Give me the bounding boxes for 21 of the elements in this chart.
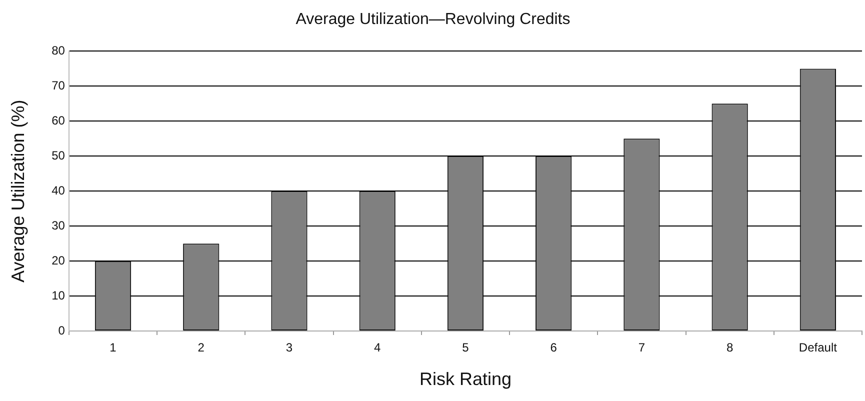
y-tick-label: 80 (52, 44, 66, 58)
x-axis-title: Risk Rating (419, 369, 512, 390)
y-tick-label: 70 (52, 78, 66, 92)
y-tick-label: 40 (52, 183, 66, 198)
x-tick-label: 7 (638, 340, 646, 355)
y-tick-label: 10 (52, 288, 66, 302)
y-tick-label: 0 (58, 323, 66, 338)
x-tick-label: Default (798, 340, 838, 355)
chart-title: Average Utilization—Revolving Credits (296, 11, 570, 28)
y-tick-label: 60 (52, 113, 66, 128)
x-tick-label: 1 (110, 340, 117, 355)
x-tick-label: 4 (374, 340, 382, 355)
x-tick-label: 8 (726, 340, 734, 355)
y-tick-label: 50 (52, 148, 66, 162)
y-tick-label: 30 (52, 218, 66, 232)
y-axis-title: Average Utilization (%) (8, 100, 28, 282)
y-tick-label: 20 (52, 253, 66, 268)
x-tick-label: 2 (198, 340, 205, 355)
x-tick-label: 6 (550, 340, 558, 355)
x-tick-label: 5 (462, 340, 470, 355)
x-tick-label: 3 (286, 340, 293, 355)
